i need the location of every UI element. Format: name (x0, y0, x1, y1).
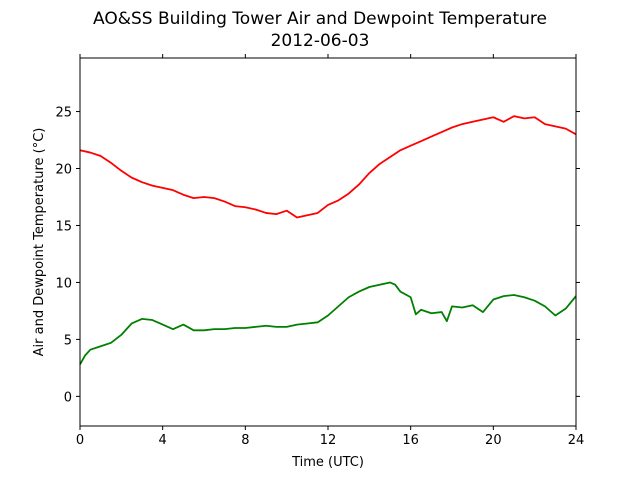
x-axis-label: Time (UTC) (291, 455, 364, 470)
series-line-1 (79, 115, 577, 219)
x-tick-label: 4 (159, 433, 167, 448)
ticks-layer: 0 4 8 12 16 20 24 0 5 10 15 20 25 (55, 54, 584, 448)
x-tick-label: 24 (568, 433, 585, 448)
y-tick-label: 5 (64, 333, 72, 348)
x-tick-label: 0 (76, 433, 84, 448)
y-tick-label: 15 (55, 219, 72, 234)
y-tick-label: 20 (55, 163, 72, 178)
chart-title: AO&SS Building Tower Air and Dewpoint Te… (93, 9, 547, 29)
plot-frame (79, 57, 577, 427)
y-tick-label: 10 (55, 276, 72, 291)
y-tick-label: 25 (55, 106, 72, 121)
x-tick-label: 8 (241, 433, 249, 448)
chart-subtitle: 2012-06-03 (271, 31, 370, 51)
series-line-2 (79, 281, 577, 365)
y-axis-label: Air and Dewpoint Temperature (°C) (32, 128, 47, 357)
x-tick-label: 20 (485, 433, 502, 448)
x-tick-label: 16 (402, 433, 419, 448)
y-tick-label: 0 (64, 390, 72, 405)
series-layer (79, 115, 577, 365)
x-tick-label: 12 (320, 433, 337, 448)
